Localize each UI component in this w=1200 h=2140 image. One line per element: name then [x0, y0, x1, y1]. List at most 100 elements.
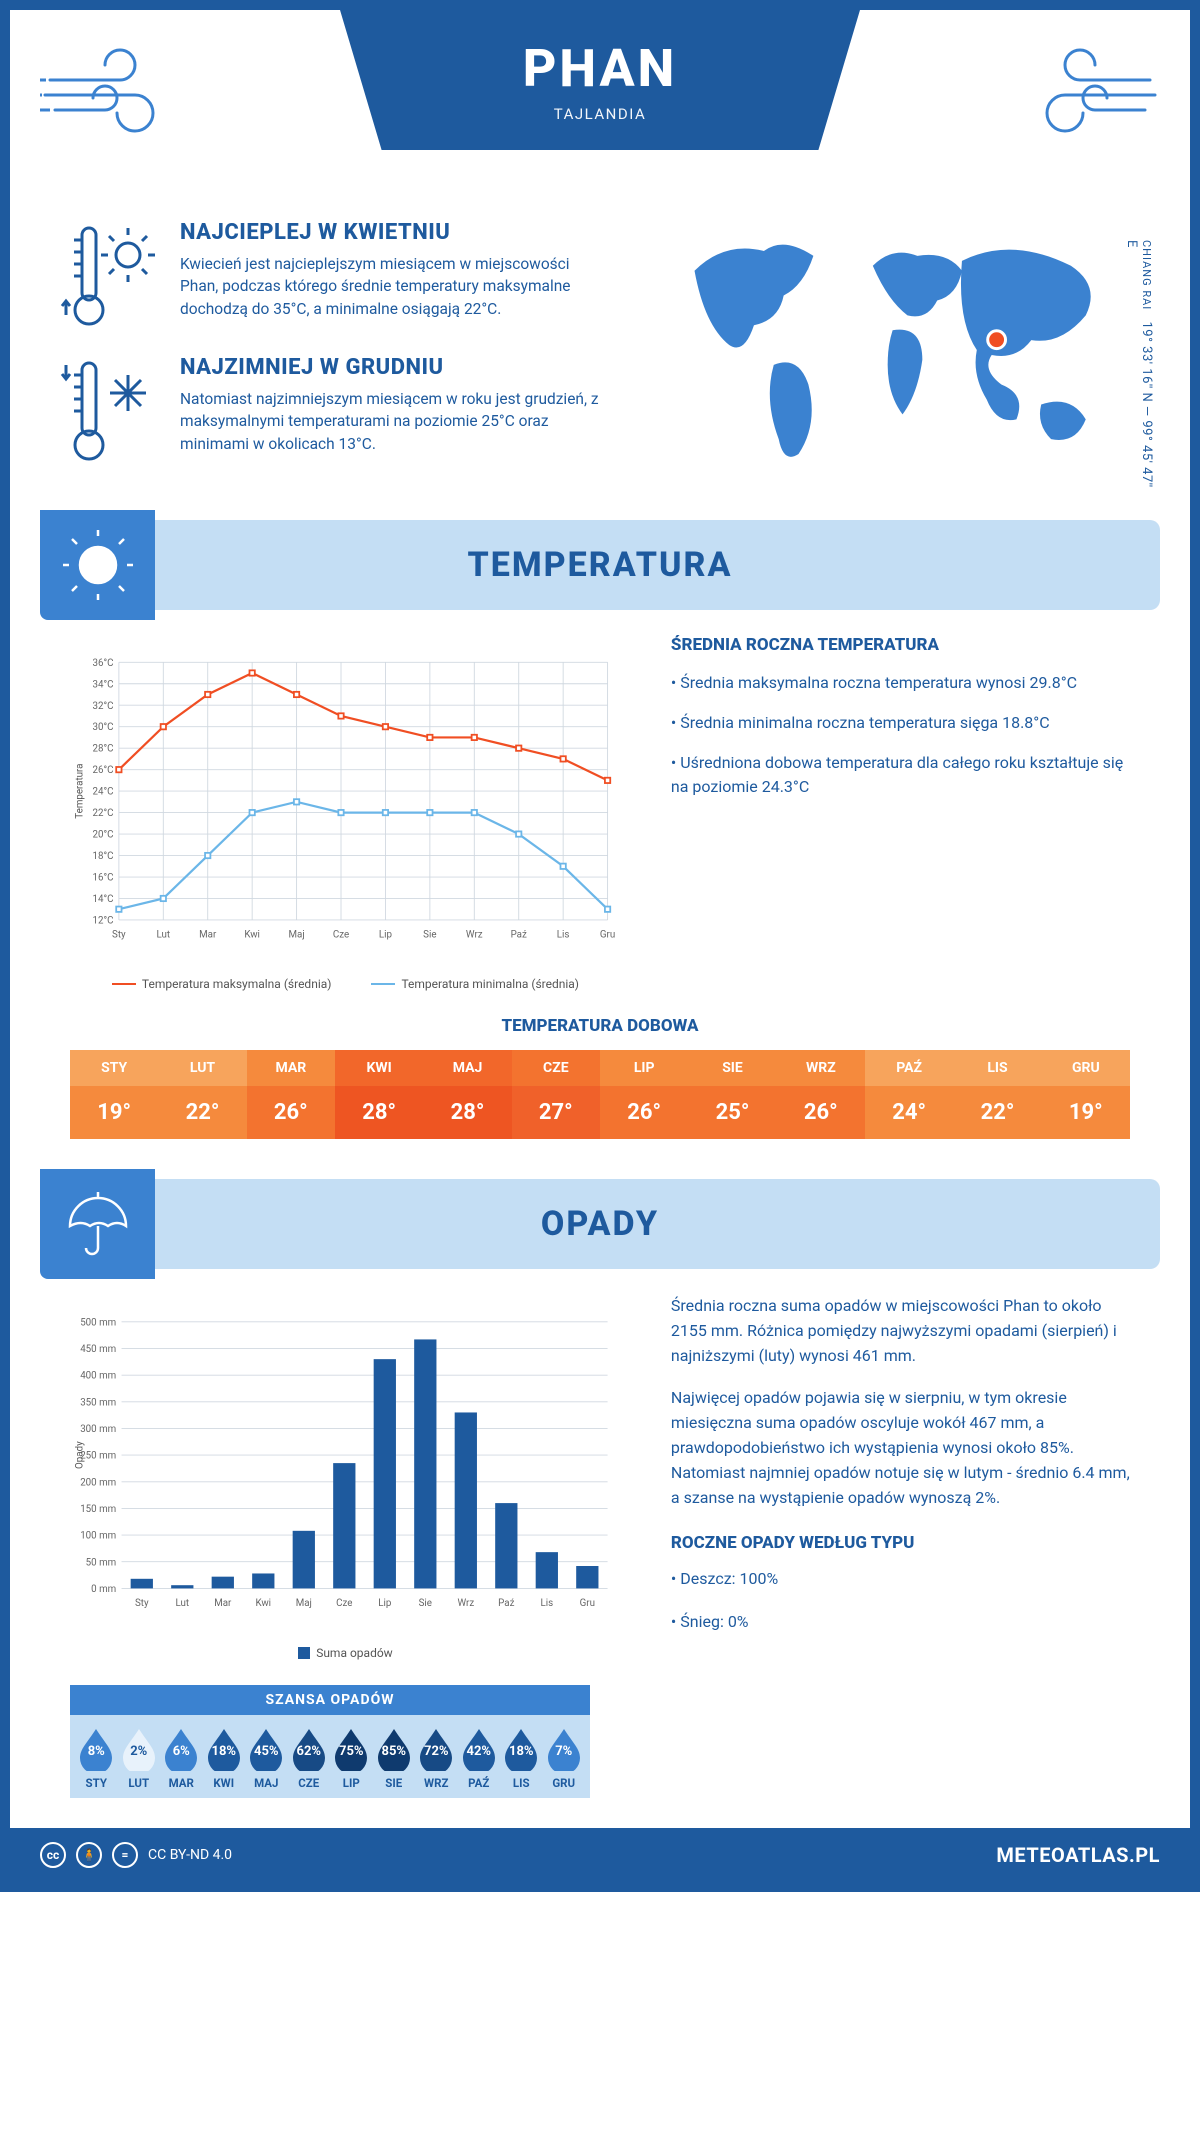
dobowa-val: 22°: [158, 1086, 246, 1139]
header: PHAN TAJLANDIA: [10, 10, 1190, 200]
title-banner: PHAN TAJLANDIA: [340, 10, 860, 150]
opady-t1: • Deszcz: 100%: [671, 1567, 1130, 1592]
dobowa-head: LIS: [953, 1050, 1041, 1086]
drop-cell: 42% PAŹ: [459, 1727, 500, 1790]
dobowa-val: 26°: [247, 1086, 335, 1139]
coldest-text: Natomiast najzimniejszym miesiącem w rok…: [180, 388, 605, 455]
dobowa-head: KWI: [335, 1050, 423, 1086]
svg-text:22°C: 22°C: [93, 808, 114, 819]
thermometer-sun-icon: [60, 220, 160, 330]
temp-legend: Temperatura maksymalna (średnia) Tempera…: [70, 977, 621, 991]
dobowa-val: 28°: [335, 1086, 423, 1139]
section-title-temperatura: TEMPERATURA: [40, 520, 1160, 610]
drops-row: 8% STY 2% LUT 6% MAR 18% KWI 45%: [70, 1715, 590, 1798]
svg-text:Gru: Gru: [600, 930, 615, 941]
svg-text:50 mm: 50 mm: [86, 1557, 117, 1568]
svg-text:350 mm: 350 mm: [80, 1397, 116, 1408]
svg-text:Lis: Lis: [557, 930, 570, 941]
svg-text:16°C: 16°C: [93, 873, 114, 884]
drop-cell: 8% STY: [76, 1727, 117, 1790]
drop-cell: 6% MAR: [161, 1727, 202, 1790]
svg-text:Gru: Gru: [580, 1598, 595, 1609]
dobowa-head: GRU: [1042, 1050, 1130, 1086]
dobowa-val: 19°: [1042, 1086, 1130, 1139]
opady-legend: Suma opadów: [70, 1646, 621, 1660]
svg-text:24°C: 24°C: [93, 787, 114, 798]
dobowa-val: 26°: [777, 1086, 865, 1139]
dobowa-head: STY: [70, 1050, 158, 1086]
opady-p1: Średnia roczna suma opadów w miejscowośc…: [671, 1294, 1130, 1368]
dobowa-val: 26°: [600, 1086, 688, 1139]
dobowa-val: 28°: [423, 1086, 511, 1139]
sun-icon: [63, 530, 133, 600]
svg-text:12°C: 12°C: [93, 916, 114, 927]
svg-text:28°C: 28°C: [93, 744, 114, 755]
drops-title: SZANSA OPADÓW: [70, 1685, 590, 1715]
dobowa-head: MAJ: [423, 1050, 511, 1086]
dobowa-head: LIP: [600, 1050, 688, 1086]
dobowa-val: 19°: [70, 1086, 158, 1139]
svg-text:100 mm: 100 mm: [80, 1531, 116, 1542]
svg-text:Mar: Mar: [199, 930, 217, 941]
opady-row: 0 mm50 mm100 mm150 mm200 mm250 mm300 mm3…: [10, 1294, 1190, 1685]
license-text: CC BY-ND 4.0: [148, 1847, 232, 1863]
svg-text:Sty: Sty: [135, 1598, 149, 1609]
coordinates: CHIANG RAI 19° 33' 16'' N — 99° 45' 47''…: [1124, 240, 1154, 490]
dobowa-head: WRZ: [777, 1050, 865, 1086]
coldest-block: NAJZIMNIEJ W GRUDNIU Natomiast najzimnie…: [60, 355, 605, 465]
world-map-icon: [645, 220, 1140, 480]
drop-cell: 62% CZE: [289, 1727, 330, 1790]
drop-cell: 75% LIP: [331, 1727, 372, 1790]
summary-row: NAJCIEPLEJ W KWIETNIU Kwiecień jest najc…: [10, 200, 1190, 520]
temp-chart: 12°C14°C16°C18°C20°C22°C24°C26°C28°C30°C…: [70, 635, 621, 991]
map-block: CHIANG RAI 19° 33' 16'' N — 99° 45' 47''…: [645, 220, 1140, 490]
temp-info-title: ŚREDNIA ROCZNA TEMPERATURA: [671, 635, 1130, 655]
dobowa-table: STYLUTMARKWIMAJCZELIPSIEWRZPAŹLISGRU19°2…: [70, 1050, 1130, 1139]
drop-cell: 72% WRZ: [416, 1727, 457, 1790]
svg-text:Kwi: Kwi: [256, 1598, 272, 1609]
temp-info-b2: • Średnia minimalna roczna temperatura s…: [671, 711, 1130, 735]
dobowa-head: PAŹ: [865, 1050, 953, 1086]
svg-text:Paź: Paź: [511, 930, 527, 941]
temp-row: 12°C14°C16°C18°C20°C22°C24°C26°C28°C30°C…: [10, 635, 1190, 1016]
svg-text:Maj: Maj: [296, 1598, 312, 1609]
svg-text:Lut: Lut: [156, 930, 170, 941]
dobowa-head: CZE: [512, 1050, 600, 1086]
opady-t2: • Śnieg: 0%: [671, 1610, 1130, 1635]
svg-text:Cze: Cze: [333, 930, 349, 941]
temp-info-b1: • Średnia maksymalna roczna temperatura …: [671, 671, 1130, 695]
svg-text:0 mm: 0 mm: [91, 1584, 116, 1595]
dobowa-head: LUT: [158, 1050, 246, 1086]
svg-text:32°C: 32°C: [93, 701, 114, 712]
svg-text:26°C: 26°C: [93, 765, 114, 776]
thermometer-snow-icon: [60, 355, 160, 465]
temp-title: TEMPERATURA: [468, 545, 733, 585]
svg-text:Wrz: Wrz: [457, 1598, 474, 1609]
dobowa-head: SIE: [688, 1050, 776, 1086]
svg-text:Lis: Lis: [540, 1598, 553, 1609]
wind-icon: [1010, 40, 1160, 140]
svg-text:250 mm: 250 mm: [80, 1451, 116, 1462]
opady-title: OPADY: [541, 1204, 659, 1244]
dobowa-val: 24°: [865, 1086, 953, 1139]
country-subtitle: TAJLANDIA: [554, 105, 646, 123]
svg-text:Lut: Lut: [175, 1598, 189, 1609]
drop-cell: 2% LUT: [119, 1727, 160, 1790]
opady-info: Średnia roczna suma opadów w miejscowośc…: [671, 1294, 1130, 1660]
opady-type-title: ROCZNE OPADY WEDŁUG TYPU: [671, 1530, 1130, 1556]
drop-cell: 18% KWI: [204, 1727, 245, 1790]
drop-cell: 45% MAJ: [246, 1727, 287, 1790]
svg-text:500 mm: 500 mm: [80, 1317, 116, 1328]
opady-chart: 0 mm50 mm100 mm150 mm200 mm250 mm300 mm3…: [70, 1294, 621, 1660]
svg-text:18°C: 18°C: [93, 851, 114, 862]
cc-icon: cc: [40, 1842, 66, 1868]
section-title-opady: OPADY: [40, 1179, 1160, 1269]
summary-text: NAJCIEPLEJ W KWIETNIU Kwiecień jest najc…: [60, 220, 605, 490]
dobowa-val: 27°: [512, 1086, 600, 1139]
dobowa-head: MAR: [247, 1050, 335, 1086]
svg-text:30°C: 30°C: [93, 722, 114, 733]
dobowa-title: TEMPERATURA DOBOWA: [70, 1016, 1130, 1036]
city-title: PHAN: [523, 38, 678, 99]
svg-text:34°C: 34°C: [93, 679, 114, 690]
nd-icon: =: [112, 1842, 138, 1868]
